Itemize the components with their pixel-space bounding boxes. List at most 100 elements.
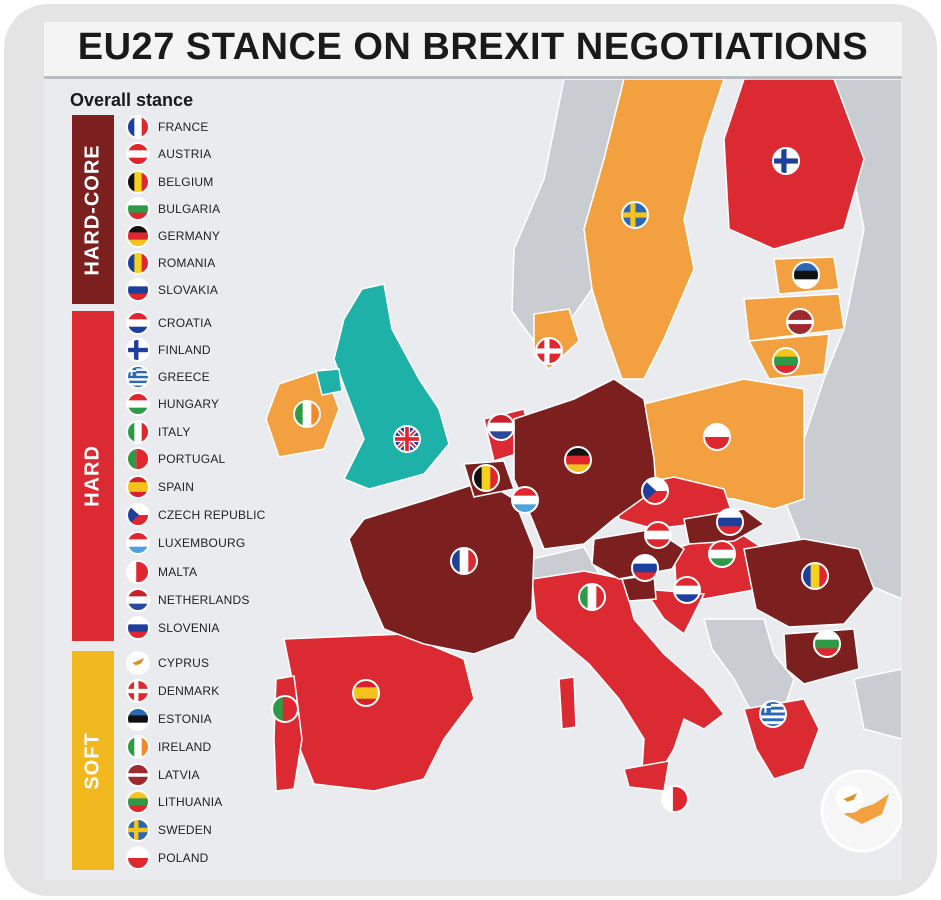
legend-country-name: LATVIA [158, 768, 200, 782]
map-flag-latvia [786, 308, 814, 336]
flag-sweden [126, 818, 150, 842]
legend-country-name: LITHUANIA [158, 795, 223, 809]
legend-flag-icon [126, 651, 150, 675]
map-flag-markers [271, 147, 864, 813]
legend-flag-icon [126, 790, 150, 814]
uk-shape [315, 283, 450, 490]
flag-poland [126, 846, 150, 870]
legend-flag-icon [126, 115, 150, 139]
legend-country-name: CROATIA [158, 316, 212, 330]
cyprus-inset [820, 769, 902, 853]
flag-slovakia [126, 278, 150, 302]
legend-flag-icon [126, 447, 150, 471]
europe-map [265, 79, 902, 853]
great-britain-shape [333, 283, 450, 490]
legend-flag-icon [126, 763, 150, 787]
legend-group-bar-hard: HARD [72, 311, 114, 641]
map-flag-luxembourg [511, 486, 539, 514]
legend-country-name: LUXEMBOURG [158, 536, 246, 550]
legend-flag-icon [126, 278, 150, 302]
legend-flag-icon [126, 707, 150, 731]
legend-flag-icon [126, 420, 150, 444]
legend-group-bar-hard-core: HARD-CORE [72, 115, 114, 304]
legend-group-label: HARD-CORE [81, 143, 104, 276]
legend-country-name: BULGARIA [158, 202, 221, 216]
spain-shape [283, 633, 475, 792]
map-flag-ireland [293, 400, 321, 428]
italy-shape [531, 570, 726, 781]
map-flag-estonia [792, 261, 820, 289]
map-flag-croatia [673, 576, 701, 604]
map-flag-italy [578, 583, 606, 611]
legend-country-name: SLOVAKIA [158, 283, 219, 297]
flag-czech-republic [126, 503, 150, 527]
map-flag-slovenia [631, 554, 659, 582]
legend-flag-icon [126, 616, 150, 640]
flag-spain [126, 475, 150, 499]
legend-country-name: NETHERLANDS [158, 593, 250, 607]
legend-flag-icon [126, 475, 150, 499]
map-flag-hungary [708, 540, 736, 568]
map-flag-uk [393, 425, 421, 453]
map-flag-spain [352, 679, 380, 707]
title-bar: EU27 STANCE ON BREXIT NEGOTIATIONS [44, 22, 902, 79]
legend-heading: Overall stance [70, 90, 194, 110]
flag-bulgaria [126, 197, 150, 221]
map-flag-bulgaria [813, 630, 841, 658]
legend-country-name: BELGIUM [158, 175, 214, 189]
legend-country-name: PORTUGAL [158, 452, 226, 466]
sicily-shape [623, 760, 670, 792]
legend-flag-icon [126, 679, 150, 703]
legend-flag-icon [126, 735, 150, 759]
legend-country-name: GREECE [158, 370, 210, 384]
infographic: EU27 STANCE ON BREXIT NEGOTIATIONS Overa… [44, 22, 902, 880]
legend-flag-icon [126, 531, 150, 555]
legend-flag-icon [126, 392, 150, 416]
legend-country-name: AUSTRIA [158, 147, 212, 161]
legend-country-name: ITALY [158, 425, 191, 439]
sardinia-shape [558, 676, 577, 730]
flag-cyprus [126, 651, 150, 675]
legend-country-name: SLOVENIA [158, 621, 220, 635]
map-flag-cyprus [836, 785, 864, 813]
legend-country-name: ROMANIA [158, 256, 216, 270]
map-flag-france [450, 547, 478, 575]
flag-malta [126, 560, 150, 584]
legend-country-name: FRANCE [158, 120, 209, 134]
flag-italy [126, 420, 150, 444]
map-flag-romania [801, 562, 829, 590]
legend-group-bar-soft: SOFT [72, 651, 114, 870]
map-flag-austria [644, 521, 672, 549]
legend-flag-icon [126, 311, 150, 335]
cyprus-shape [844, 794, 889, 824]
map-flag-portugal [271, 695, 299, 723]
flag-france [126, 115, 150, 139]
flag-belgium [126, 170, 150, 194]
flag-romania [126, 251, 150, 275]
map-flag-greece [759, 700, 787, 728]
flag-slovenia [126, 616, 150, 640]
legend-flag-icon [126, 197, 150, 221]
map-flag-malta [661, 785, 689, 813]
legend-country-name: MALTA [158, 565, 198, 579]
infographic-frame: EU27 STANCE ON BREXIT NEGOTIATIONS Overa… [4, 4, 937, 896]
flag-portugal [126, 447, 150, 471]
flag-luxembourg [126, 531, 150, 555]
flag-latvia [126, 763, 150, 787]
legend-country-name: CZECH REPUBLIC [158, 508, 266, 522]
legend-group-label: SOFT [81, 731, 104, 790]
map-flag-lithuania [772, 347, 800, 375]
flag-lithuania [126, 790, 150, 814]
sweden-shape [583, 79, 725, 380]
map-flag-slovakia [716, 508, 744, 536]
legend-country-name: FINLAND [158, 343, 211, 357]
flag-hungary [126, 392, 150, 416]
legend-flag-icon [126, 170, 150, 194]
page-title: EU27 STANCE ON BREXIT NEGOTIATIONS [77, 26, 869, 68]
legend-country-name: POLAND [158, 851, 209, 865]
flag-greece [126, 365, 150, 389]
legend-country-name: SWEDEN [158, 823, 212, 837]
legend-country-name: ESTONIA [158, 712, 212, 726]
legend-flag-icon [126, 503, 150, 527]
flag-austria [126, 142, 150, 166]
